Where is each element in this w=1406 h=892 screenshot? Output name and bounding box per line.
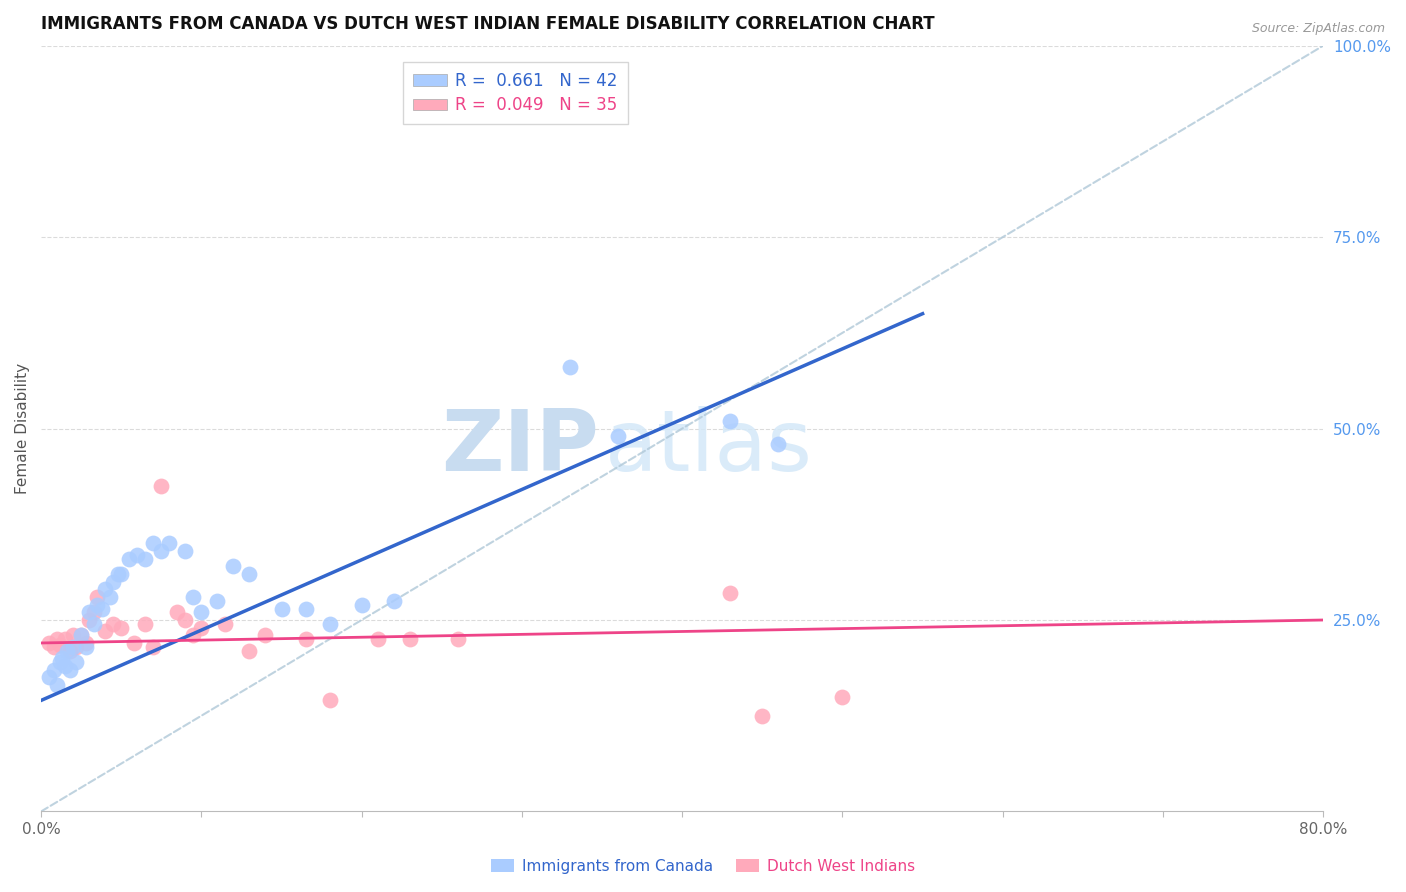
Point — [77, 613, 100, 627]
Text: IMMIGRANTS FROM CANADA VS DUTCH WEST INDIAN FEMALE DISABILITY CORRELATION CHART: IMMIGRANTS FROM CANADA VS DUTCH WEST IND… — [41, 15, 935, 33]
Point — [62, 628, 84, 642]
Point — [46, 632, 69, 647]
Point — [270, 601, 292, 615]
Point — [70, 628, 93, 642]
Point — [222, 559, 245, 574]
Point — [751, 708, 773, 723]
Point — [94, 582, 117, 597]
Point — [382, 594, 405, 608]
Point — [294, 601, 316, 615]
Point — [75, 636, 97, 650]
Point — [254, 628, 277, 642]
Point — [238, 643, 260, 657]
Point — [77, 605, 100, 619]
Point — [42, 663, 65, 677]
Point — [38, 636, 60, 650]
Point — [46, 678, 69, 692]
Point — [166, 605, 188, 619]
Point — [768, 437, 790, 451]
Point — [238, 567, 260, 582]
Point — [51, 651, 73, 665]
Point — [86, 598, 108, 612]
Point — [65, 655, 87, 669]
Point — [558, 360, 581, 375]
Point — [75, 640, 97, 654]
Point — [83, 605, 105, 619]
Point — [38, 670, 60, 684]
Point — [110, 621, 132, 635]
Point — [294, 632, 316, 647]
Point — [110, 567, 132, 582]
Point — [55, 643, 77, 657]
Legend: Immigrants from Canada, Dutch West Indians: Immigrants from Canada, Dutch West India… — [485, 853, 921, 880]
Point — [62, 640, 84, 654]
Point — [718, 586, 741, 600]
Point — [70, 628, 93, 642]
Point — [134, 616, 156, 631]
Text: atlas: atlas — [605, 406, 813, 489]
Point — [118, 551, 141, 566]
Point — [142, 640, 165, 654]
Point — [134, 551, 156, 566]
Point — [174, 613, 197, 627]
Point — [65, 640, 87, 654]
Point — [53, 659, 76, 673]
Point — [59, 663, 82, 677]
Point — [157, 536, 180, 550]
Point — [86, 590, 108, 604]
Point — [831, 690, 853, 704]
Point — [142, 536, 165, 550]
Text: Source: ZipAtlas.com: Source: ZipAtlas.com — [1251, 22, 1385, 36]
Point — [718, 414, 741, 428]
Point — [207, 594, 229, 608]
Point — [59, 643, 82, 657]
Point — [183, 590, 205, 604]
Point — [190, 621, 212, 635]
Point — [607, 429, 630, 443]
Point — [447, 632, 470, 647]
Point — [49, 655, 72, 669]
Legend: R =  0.661   N = 42, R =  0.049   N = 35: R = 0.661 N = 42, R = 0.049 N = 35 — [404, 62, 627, 124]
Point — [42, 640, 65, 654]
Point — [174, 544, 197, 558]
Point — [107, 567, 129, 582]
Point — [150, 479, 173, 493]
Point — [83, 616, 105, 631]
Text: ZIP: ZIP — [441, 406, 599, 489]
Point — [91, 601, 114, 615]
Point — [350, 598, 373, 612]
Point — [103, 616, 125, 631]
Point — [103, 574, 125, 589]
Point — [398, 632, 420, 647]
Point — [94, 624, 117, 639]
Point — [98, 590, 121, 604]
Point — [183, 628, 205, 642]
Point — [127, 548, 149, 562]
Point — [214, 616, 236, 631]
Point — [49, 638, 72, 652]
Point — [122, 636, 145, 650]
Y-axis label: Female Disability: Female Disability — [15, 363, 30, 494]
Point — [190, 605, 212, 619]
Point — [367, 632, 389, 647]
Point — [150, 544, 173, 558]
Point — [318, 693, 340, 707]
Point — [53, 632, 76, 647]
Point — [318, 616, 340, 631]
